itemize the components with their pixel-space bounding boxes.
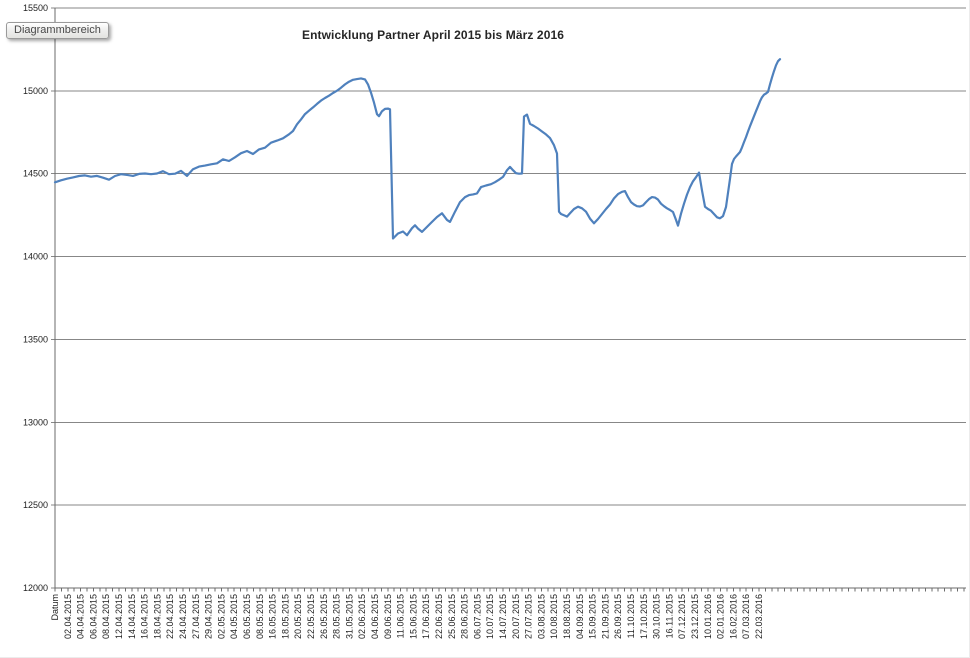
y-tick-label: 14500 [23,169,48,179]
x-tick-label: 06.04.2015 [88,594,98,639]
x-tick-label: 25.06.2015 [447,594,457,639]
x-tick-label: 22.03.2016 [754,594,764,639]
x-tick-label: 31.05.2015 [344,594,354,639]
x-tick-label: 14.04.2015 [127,594,137,639]
tooltip-label: Diagrammbereich [14,24,101,36]
x-tick-label: 03.08.2015 [536,594,546,639]
y-gridlines [51,7,966,589]
x-tick-label: 16.11.2015 [664,594,674,638]
y-tick-label: 12000 [23,583,48,593]
x-tick-label: 18.08.2015 [562,594,572,639]
x-tick-label: 18.05.2015 [280,594,290,639]
x-tick-label: 20.07.2015 [511,594,521,639]
x-tick-label: 21.09.2015 [600,594,610,639]
x-tick-label: 28.05.2015 [332,594,342,639]
x-tick-label: 16.02.2016 [728,594,738,639]
axes [54,8,966,589]
chart-title[interactable]: Entwicklung Partner April 2015 bis März … [301,28,565,42]
y-tick-label: 15000 [23,86,48,96]
x-tick-label: Datum [50,594,60,621]
chart-area-tooltip: Diagrammbereich [6,22,109,39]
x-tick-label: 27.04.2015 [191,594,201,639]
x-tick-label: 14.07.2015 [498,594,508,639]
series-line[interactable] [53,58,782,240]
x-tick-label: 02.01.2016 [716,594,726,639]
x-tick-labels: Datum 02.04.2015 04.04.2015 06.04.2015 08.04… [50,594,764,639]
y-tick-label: 15500 [23,3,48,13]
x-tick-label: 20.05.2015 [293,594,303,639]
x-tick-label: 30.10.2015 [652,594,662,639]
y-tick-label: 13000 [23,417,48,427]
x-tick-label: 04.09.2015 [575,594,585,639]
y-tick-label: 13500 [23,334,48,344]
x-tick-label: 02.05.2015 [216,594,226,639]
x-tick-label: 24.04.2015 [178,594,188,639]
x-tick-label: 27.07.2015 [524,594,534,639]
x-tick-label: 23.12.2015 [690,594,700,639]
x-tick-label: 17.06.2015 [421,594,431,639]
x-tick-label: 10.07.2015 [485,594,495,639]
y-tick-label: 12500 [23,500,48,510]
x-ticks [54,588,965,592]
x-tick-label: 26.05.2015 [319,594,329,639]
x-tick-label: 11.06.2015 [396,594,406,638]
x-tick-label: 12.04.2015 [114,594,124,639]
x-tick-label: 07.03.2016 [741,594,751,639]
x-tick-label: 02.06.2015 [357,594,367,639]
x-tick-label: 07.12.2015 [677,594,687,639]
x-tick-label: 06.05.2015 [242,594,252,639]
x-tick-label: 02.04.2015 [63,594,73,639]
x-tick-label: 04.06.2015 [370,594,380,639]
x-tick-label: 09.06.2015 [383,594,393,639]
x-tick-label: 10.08.2015 [549,594,559,639]
y-tick-label: 14000 [23,252,48,262]
x-tick-label: 04.05.2015 [229,594,239,639]
x-tick-label: 15.06.2015 [408,594,418,639]
x-tick-label: 18.04.2015 [152,594,162,639]
y-tick-labels: 15500 15000 14500 14000 13500 13000 12500 12000 [23,3,48,593]
x-tick-label: 22.04.2015 [165,594,175,639]
x-tick-label: 08.04.2015 [101,594,111,639]
x-tick-label: 04.04.2015 [76,594,86,639]
x-tick-label: 16.05.2015 [268,594,278,639]
x-tick-label: 28.06.2015 [460,594,470,639]
x-tick-label: 16.04.2015 [140,594,150,639]
x-tick-label: 29.04.2015 [204,594,214,639]
x-tick-label: 10.01.2016 [703,594,713,639]
x-tick-label: 26.09.2015 [613,594,623,639]
x-tick-label: 11.10.2015 [626,594,636,638]
x-tick-label: 15.09.2015 [588,594,598,639]
x-tick-label: 06.07.2015 [472,594,482,639]
x-tick-label: 22.06.2015 [434,594,444,639]
x-tick-label: 22.05.2015 [306,594,316,639]
x-tick-label: 17.10.2015 [639,594,649,639]
x-tick-label: 08.05.2015 [255,594,265,639]
